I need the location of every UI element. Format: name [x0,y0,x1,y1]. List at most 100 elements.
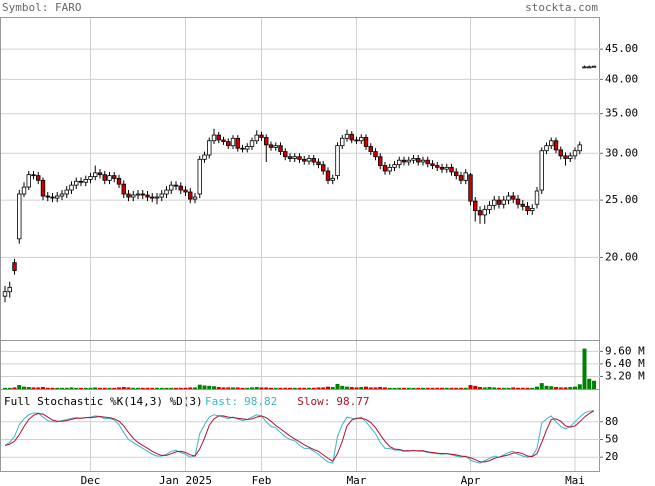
volume-bar [93,387,98,389]
y-tick-label: 6.40 M [605,357,645,370]
candle-body [26,174,31,188]
candle-body [121,183,126,195]
volume-bar [283,387,288,389]
candle-body [273,145,278,148]
candle-body [492,199,497,206]
candle-body [406,159,411,163]
candle-body [316,161,321,166]
candle-body [292,156,297,159]
candle-body [283,151,288,158]
candle-body [387,166,392,172]
candle-body [254,134,259,142]
candle-body [83,178,88,183]
y-tick-label: 3.20 M [605,369,645,382]
volume-bar [364,386,368,389]
candle-body [230,137,236,147]
volume-bar [316,387,321,389]
volume-bar [121,387,126,389]
volume-bar [330,387,335,389]
candle-body [515,198,521,205]
volume-bar [74,387,79,389]
volume-bar [544,385,549,389]
x-tick-label: Feb [252,474,272,486]
volume-bar [554,387,558,389]
volume-bar [288,387,292,389]
candle-body [340,137,345,147]
y-tick-label: 25.00 [605,193,638,206]
candle-body [102,174,107,181]
candle-body [112,175,117,179]
volume-bar [506,387,511,389]
candle-body [159,193,164,198]
volume-bar [150,387,155,389]
volume-bar [41,387,45,389]
volume-bar [302,387,307,389]
candle-body [420,159,426,163]
volume-bar [421,387,425,389]
volume-bar [45,387,50,389]
volume-bar [511,387,516,389]
stochastic-title: Full Stochastic %K(14,3) %D(3) [4,395,203,408]
candle-body [501,199,506,205]
candle-body [59,193,65,197]
volume-bar [582,348,587,389]
stochastic-line [4,410,595,464]
candle-body [397,159,402,166]
volume-bar [354,387,359,389]
candle-body [534,190,540,205]
candle-body [245,146,250,150]
x-tick-label: Dec [81,474,101,486]
volume-bar [378,387,383,389]
candle-body [169,184,174,191]
price-panel [0,17,600,341]
candle-body [506,195,511,201]
volume-bar [425,387,430,389]
candle-body [363,137,369,147]
candle-body [278,145,283,152]
volume-bar [202,385,207,389]
volume-bar [406,387,411,389]
volume-bar [392,387,397,389]
volume-bar [69,387,74,389]
volume-bar [435,387,440,389]
candle-body [582,66,587,69]
candle-body [97,172,103,176]
volume-bar [387,387,392,389]
volume-bar [117,387,121,389]
candle-body [50,196,55,199]
y-tick-label: 45.00 [605,42,638,55]
volume-bar [297,387,302,389]
volume-bar [264,387,269,389]
volume-bar [140,387,145,389]
candle-body [558,149,563,157]
volume-bar [231,387,235,389]
volume-bar [335,383,340,389]
candle-body [183,189,188,193]
candle-body [211,134,217,142]
volume-bar [55,387,60,389]
x-tick-label: Mai [565,474,585,486]
candle-body [264,137,269,146]
volume-bar [292,387,297,389]
volume-bar [411,387,416,389]
candle-body [449,166,454,173]
volume-bar [501,387,506,389]
candle-body [359,137,364,142]
volume-bar [7,387,12,389]
volume-bar [383,387,387,389]
candle-body [192,196,198,200]
volume-bar [492,387,497,389]
volume-bar [26,387,31,389]
candle-body [154,196,160,199]
candle-body [197,158,202,195]
y-tick-label: 40.00 [605,72,638,85]
candle-body [435,165,440,168]
volume-bar [79,387,83,389]
candle-body [549,140,554,147]
volume-bar [573,386,577,389]
volume-bar [478,387,482,389]
volume-bar [558,387,563,389]
candle-body [64,189,69,195]
volume-bar [397,387,402,389]
y-tick-label: 20 [605,450,618,463]
